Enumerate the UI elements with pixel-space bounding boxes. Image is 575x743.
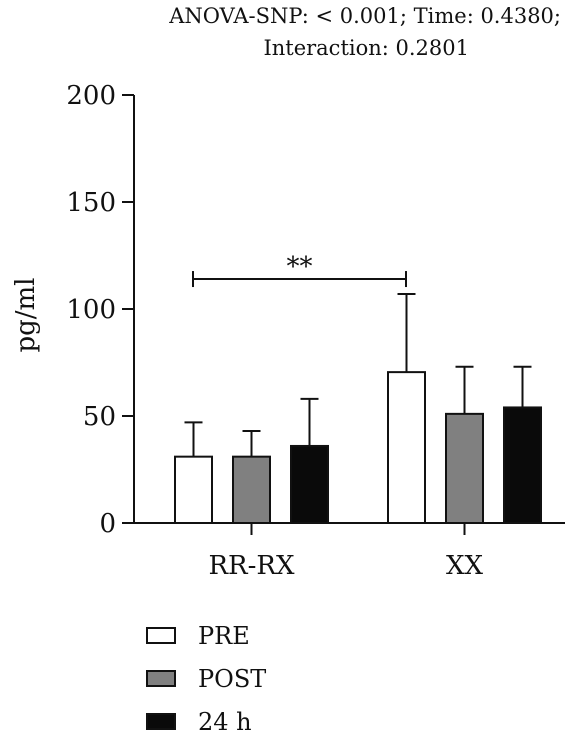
legend-swatch-24h bbox=[146, 713, 176, 730]
y-tick-label-3: 150 bbox=[66, 188, 116, 218]
legend-item-pre: PRE bbox=[146, 614, 266, 657]
significance-label-0: ** bbox=[287, 252, 313, 282]
y-tick-label-1: 50 bbox=[83, 402, 116, 432]
chart-title-line-2: Interaction: 0.2801 bbox=[263, 36, 469, 60]
legend: PRE POST 24 h bbox=[146, 614, 266, 743]
bar-post-rr-rx bbox=[232, 455, 271, 524]
legend-label-24h: 24 h bbox=[198, 707, 252, 736]
bar-24h-xx bbox=[503, 406, 542, 524]
y-tick-label-4: 200 bbox=[66, 81, 116, 111]
x-tick-label-0: RR-RX bbox=[208, 551, 295, 581]
y-tick-label-0: 0 bbox=[99, 509, 116, 539]
legend-item-24h: 24 h bbox=[146, 700, 266, 743]
bar-24h-rr-rx bbox=[290, 444, 329, 524]
bar-post-xx bbox=[445, 412, 484, 524]
legend-swatch-pre bbox=[146, 627, 176, 644]
legend-item-post: POST bbox=[146, 657, 266, 700]
y-tick-label-2: 100 bbox=[66, 295, 116, 325]
legend-swatch-post bbox=[146, 670, 176, 687]
bar-pre-xx bbox=[387, 371, 426, 524]
chart-title-line-1: ANOVA-SNP: < 0.001; Time: 0.4380; bbox=[169, 4, 561, 28]
legend-label-post: POST bbox=[198, 664, 267, 693]
bar-pre-rr-rx bbox=[174, 455, 213, 524]
legend-label-pre: PRE bbox=[198, 621, 250, 650]
x-tick-label-1: XX bbox=[446, 551, 484, 581]
